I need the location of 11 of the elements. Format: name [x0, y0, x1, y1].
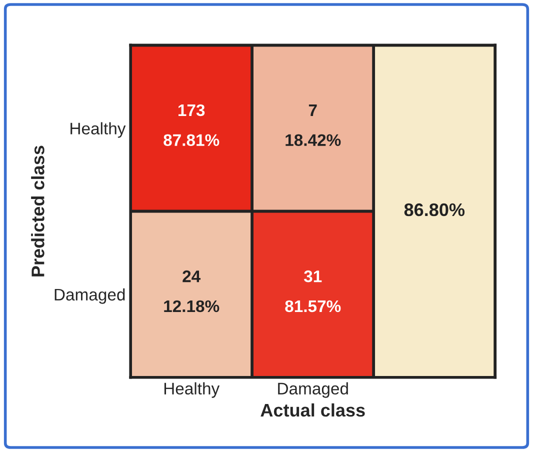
data-label: 87.81% — [164, 134, 220, 146]
data-label: 12.18% — [164, 300, 220, 312]
data-label: 18.42% — [286, 134, 341, 146]
annotation: 7 — [308, 104, 317, 116]
data-label: 81.57% — [285, 300, 341, 312]
x-axis-title: Actual class — [260, 403, 365, 417]
text: 86.80% — [404, 203, 465, 216]
y-axis-title: Predicted class — [31, 146, 44, 276]
annotation: 31 — [304, 270, 322, 282]
annotation: 24 — [182, 270, 201, 282]
annotation: 173 — [178, 104, 205, 116]
